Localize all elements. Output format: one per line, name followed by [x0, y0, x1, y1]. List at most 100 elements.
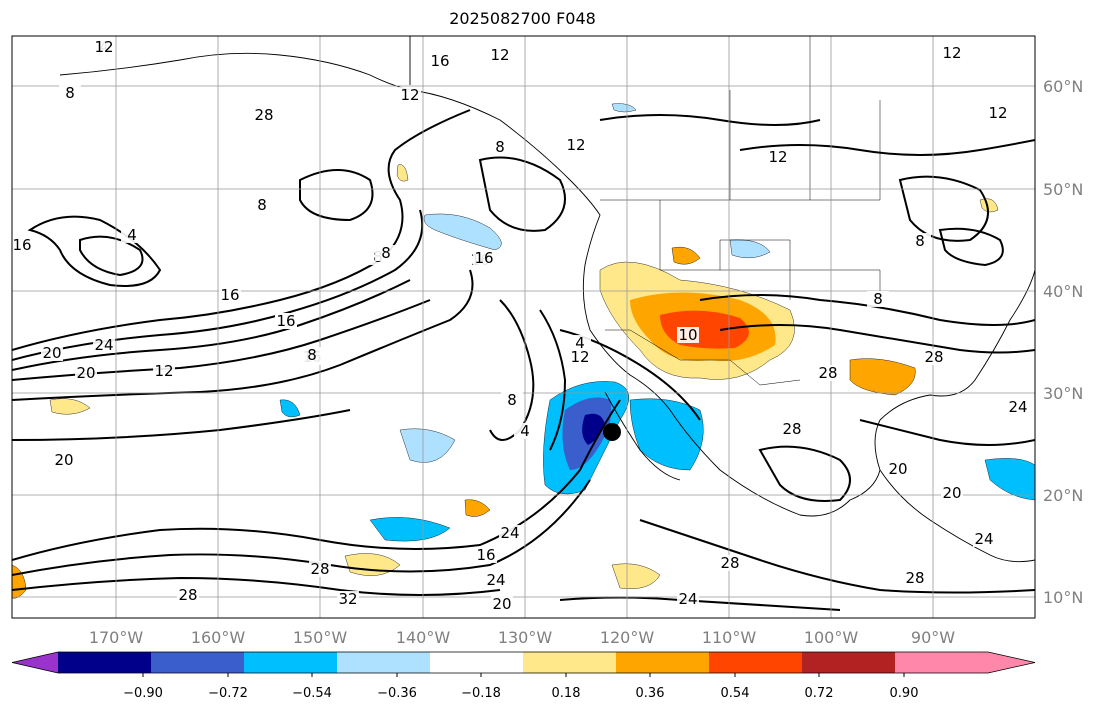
contour-label-bg — [781, 421, 803, 437]
contour-label: 28 — [782, 420, 801, 438]
colorbar-tick-label: −0.18 — [461, 686, 501, 701]
gridlines — [12, 36, 1035, 618]
colorbar-outline — [11, 651, 1036, 674]
contour-label-bg — [475, 547, 497, 563]
lat-label: 20°N — [1043, 486, 1083, 505]
contour-label: 8 — [257, 196, 267, 214]
contour-label-bg — [473, 250, 495, 266]
colorbar-segment — [802, 652, 896, 673]
colorbar-segment — [895, 652, 989, 673]
colorbar-tick-label: −0.54 — [292, 686, 332, 701]
contour-label-bg — [904, 570, 926, 586]
lat-label: 30°N — [1043, 384, 1083, 403]
cold-anomaly-small-1 — [279, 399, 301, 418]
colorbar-tick-label: 0.90 — [890, 686, 919, 701]
contour-label: 20 — [942, 484, 961, 502]
contour-label-bg — [301, 347, 323, 363]
contour-label: 28 — [905, 569, 924, 587]
contour-label: 20 — [54, 451, 73, 469]
contour-label: 16 — [12, 236, 31, 254]
contour-label: 32 — [338, 590, 357, 608]
contour-label: 4 — [127, 226, 137, 244]
contour-label-bg — [987, 105, 1009, 121]
contour-label: 24 — [500, 524, 519, 542]
contour-label-bg — [375, 245, 397, 261]
lon-label: 100°W — [804, 628, 859, 647]
borders — [600, 36, 881, 386]
colorbar-extend-low — [12, 652, 58, 673]
contour-label-bg — [489, 139, 511, 155]
contour-label-bg — [75, 365, 97, 381]
contour-label-bg — [767, 149, 789, 165]
colorbar-segment — [709, 652, 803, 673]
contour-label-bg — [677, 591, 699, 607]
warm-anomaly-small-3 — [979, 198, 999, 213]
contour-label: 28 — [818, 364, 837, 382]
lon-label: 110°W — [702, 628, 757, 647]
contour-label-bg — [485, 572, 507, 588]
contour-label: 20 — [888, 460, 907, 478]
contour-label-bg — [275, 313, 297, 329]
contour-label-bg — [719, 555, 741, 571]
latitude-labels: 60°N 50°N 40°N 30°N 20°N 10°N — [1043, 77, 1083, 607]
contour-label: 16 — [276, 312, 295, 330]
contour-label: 8 — [495, 138, 505, 156]
contour-label-bg — [59, 85, 81, 101]
colorbar-segment — [58, 652, 152, 673]
contour-label-bg — [923, 349, 945, 365]
cold-anomaly-baja-peak — [582, 413, 605, 445]
contour-label-bg — [941, 45, 963, 61]
contour-label: 12 — [490, 46, 509, 64]
coastlines — [59, 36, 1035, 563]
colorbar-tick-label: −0.36 — [377, 686, 417, 701]
lat-label: 10°N — [1043, 588, 1083, 607]
colorbar: −0.90 −0.72 −0.54 −0.36 −0.18 0.18 0.36 0.54 0.7… — [11, 651, 1036, 701]
contour-label: 12 — [942, 44, 961, 62]
contour-label-bg — [251, 197, 273, 213]
map-panel — [12, 36, 1035, 618]
contour-label: 24 — [94, 336, 113, 354]
contour-label-bg — [489, 47, 511, 63]
warm-anomaly-gulf — [849, 358, 916, 396]
contour-label: 16 — [430, 52, 449, 70]
cold-anomaly-pacific-2 — [399, 428, 456, 463]
contour-label-bg — [973, 531, 995, 547]
contour-label-bg — [93, 337, 115, 353]
contour-label: 20 — [76, 364, 95, 382]
contour-label-bg — [399, 87, 421, 103]
map-title: 2025082700 F048 — [449, 9, 596, 28]
warm-anomaly-west — [49, 398, 91, 415]
lon-label: 130°W — [498, 628, 553, 647]
contour-label: 12 — [768, 148, 787, 166]
map-frame — [11, 35, 1036, 619]
cold-anomaly-southern — [369, 517, 451, 542]
contour-label: 16 — [220, 286, 239, 304]
contour-label: 28 — [178, 586, 197, 604]
lon-label: 160°W — [191, 628, 246, 647]
contour-label: 4 — [575, 334, 585, 352]
colorbar-tick-label: −0.72 — [208, 686, 248, 701]
contour-label: 8 — [307, 346, 317, 364]
contour-label: 20 — [492, 595, 511, 613]
storm-center-marker — [603, 423, 621, 441]
colorbar-segment — [337, 652, 431, 673]
lat-label: 40°N — [1043, 282, 1083, 301]
contour-label-bg — [909, 233, 931, 249]
lat-label: 60°N — [1043, 77, 1083, 96]
cold-anomaly-mexico — [629, 398, 704, 471]
contour-label: 4 — [520, 422, 530, 440]
contour-label-bg — [887, 461, 909, 477]
contour-label: 8 — [507, 391, 517, 409]
contour-label: 8 — [381, 244, 391, 262]
contour-label: 28 — [924, 348, 943, 366]
warm-anomaly-south — [611, 563, 661, 589]
contour-label-bg — [337, 591, 359, 607]
cold-anomaly-pacific — [423, 213, 502, 251]
contour-label-bg — [429, 53, 451, 69]
contour-label: 24 — [678, 590, 697, 608]
map-content: 4812161216202024121681612168484412162024… — [12, 36, 1035, 618]
colorbar-tick-label: 0.72 — [805, 686, 834, 701]
colorbar-tick-label: 0.54 — [721, 686, 750, 701]
contour-label-bg — [569, 349, 591, 365]
